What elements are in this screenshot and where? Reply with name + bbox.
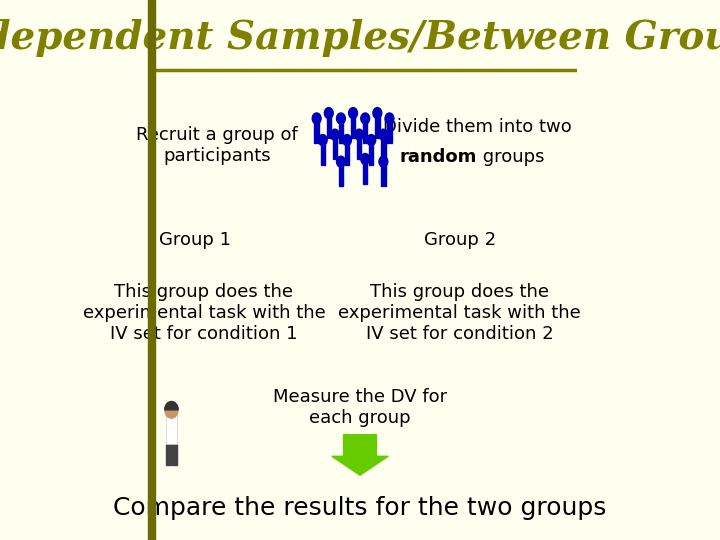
Bar	[354, 128, 355, 138]
Bar	[390, 133, 392, 143]
Bar	[148, 0, 156, 540]
Bar	[359, 150, 361, 159]
Circle shape	[336, 113, 346, 124]
Bar	[345, 144, 349, 155]
Bar	[369, 155, 371, 165]
Bar	[345, 155, 346, 165]
Bar	[329, 128, 331, 138]
Bar	[381, 165, 386, 177]
Text: This group does the
experimental task with the
IV set for condition 2: This group does the experimental task wi…	[338, 284, 581, 343]
Bar	[384, 150, 386, 159]
Bar	[381, 138, 386, 150]
Circle shape	[367, 134, 376, 146]
Bar	[378, 128, 379, 138]
Bar	[363, 174, 365, 184]
Circle shape	[312, 113, 321, 124]
Text: Measure the DV for
each group: Measure the DV for each group	[273, 388, 447, 427]
Text: Group 1: Group 1	[159, 231, 231, 249]
Bar	[366, 133, 367, 143]
Bar	[357, 138, 361, 150]
Circle shape	[318, 134, 327, 146]
Polygon shape	[332, 435, 388, 475]
Circle shape	[361, 113, 369, 124]
Circle shape	[165, 402, 178, 418]
Circle shape	[361, 153, 369, 165]
Bar	[381, 150, 383, 159]
Bar	[320, 155, 323, 165]
Bar	[333, 150, 335, 159]
Circle shape	[385, 113, 394, 124]
Bar	[172, 444, 176, 465]
Circle shape	[325, 107, 333, 119]
Bar	[363, 133, 365, 143]
Bar	[341, 133, 343, 143]
Bar	[351, 117, 355, 128]
Bar	[338, 133, 341, 143]
Bar	[327, 128, 328, 138]
Bar	[381, 177, 383, 186]
Bar	[323, 155, 325, 165]
Bar	[351, 128, 353, 138]
Circle shape	[355, 129, 364, 140]
Bar	[375, 128, 377, 138]
Bar	[338, 165, 343, 177]
Circle shape	[348, 107, 358, 119]
Text: groups: groups	[477, 147, 544, 166]
Circle shape	[330, 129, 339, 140]
Circle shape	[343, 134, 351, 146]
Bar	[341, 177, 343, 186]
Bar	[369, 144, 374, 155]
Text: Divide them into two: Divide them into two	[382, 118, 572, 136]
Bar	[336, 150, 337, 159]
Circle shape	[336, 156, 346, 167]
Bar	[315, 122, 319, 133]
Bar	[347, 155, 349, 165]
Wedge shape	[165, 402, 178, 410]
Circle shape	[373, 107, 382, 119]
Text: Recruit a group of
participants: Recruit a group of participants	[136, 126, 298, 165]
Bar	[363, 122, 367, 133]
Bar	[375, 117, 379, 128]
Text: Group 2: Group 2	[423, 231, 496, 249]
Text: random: random	[399, 147, 477, 166]
Bar	[166, 444, 171, 465]
Bar	[363, 163, 367, 174]
Circle shape	[379, 129, 388, 140]
Bar	[338, 122, 343, 133]
Bar	[333, 138, 337, 150]
Bar	[387, 133, 389, 143]
Text: This group does the
experimental task with the
IV set for condition 1: This group does the experimental task wi…	[83, 284, 325, 343]
Bar	[317, 133, 319, 143]
Bar	[166, 414, 177, 444]
Bar	[372, 155, 374, 165]
Bar	[327, 117, 331, 128]
Bar	[315, 133, 316, 143]
Bar	[338, 177, 341, 186]
Text: Independent Samples/Between Groups: Independent Samples/Between Groups	[0, 19, 720, 57]
Bar	[366, 174, 367, 184]
Bar	[384, 177, 386, 186]
Text: Compare the results for the two groups: Compare the results for the two groups	[113, 496, 607, 519]
Bar	[387, 122, 392, 133]
Bar	[320, 144, 325, 155]
Bar	[357, 150, 359, 159]
Circle shape	[379, 156, 388, 167]
